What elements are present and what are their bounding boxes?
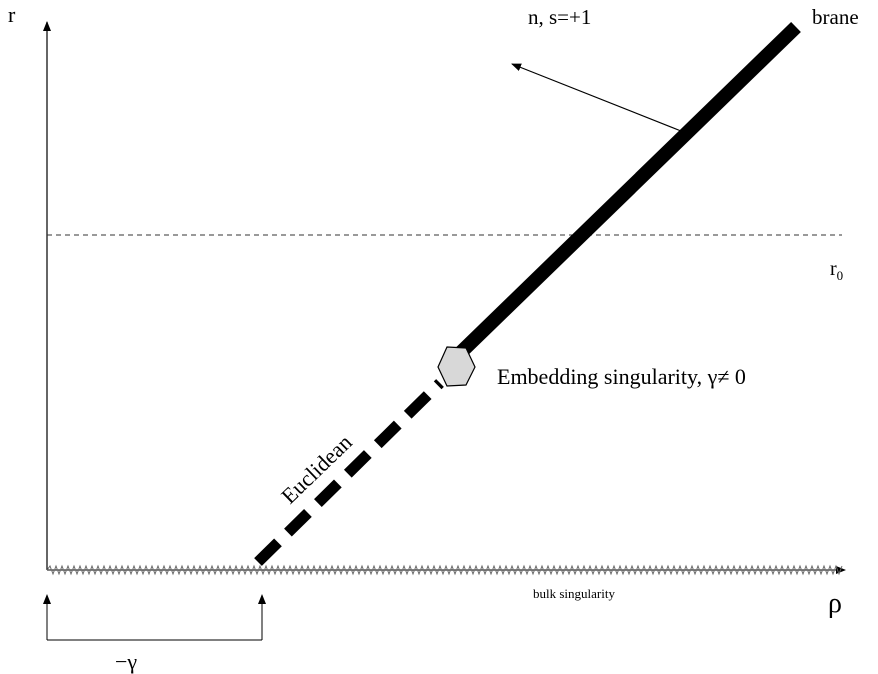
normal-arrow bbox=[511, 63, 682, 132]
rho-axis-label: ρ bbox=[828, 588, 842, 619]
euclidean-dashed-segment bbox=[254, 379, 444, 566]
embedding-singularity-marker bbox=[437, 346, 476, 387]
brane-line bbox=[448, 21, 801, 366]
bulk-singularity-label: bulk singularity bbox=[533, 586, 615, 601]
normal-label: n, s=+1 bbox=[528, 5, 591, 29]
euclidean-label: Euclidean bbox=[276, 430, 357, 509]
bulk-singularity-zigzag bbox=[46, 564, 843, 576]
brane-label: brane bbox=[812, 5, 859, 29]
gamma-label: −γ bbox=[115, 649, 137, 674]
r-axis-label: r bbox=[8, 2, 16, 27]
r0-label: r0 bbox=[830, 258, 843, 283]
embedding-singularity-label: Embedding singularity, γ≠ 0 bbox=[497, 364, 746, 389]
